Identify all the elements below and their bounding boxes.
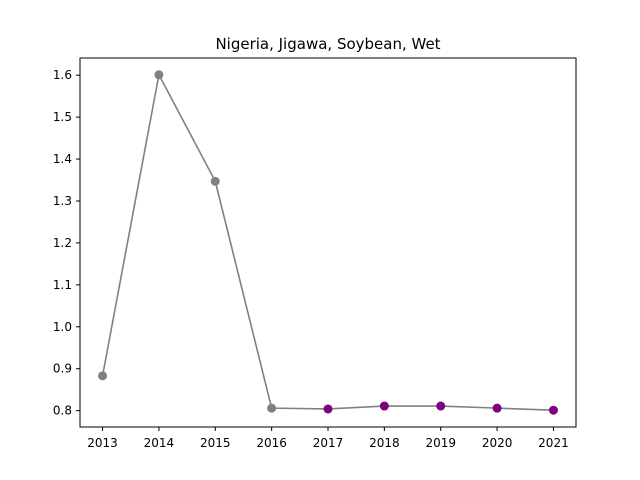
- plot-area: [79, 57, 577, 428]
- x-tick-label: 2014: [144, 436, 175, 450]
- x-tick-label: 2013: [87, 436, 118, 450]
- y-axis: 0.8 0.9 1.0 1.1 1.2 1.3 1.4 1.5 1.6: [53, 68, 80, 418]
- y-tick-label: 1.6: [53, 68, 72, 82]
- x-tick-label: 2016: [256, 436, 287, 450]
- x-tick-label: 2018: [369, 436, 400, 450]
- data-point: [492, 403, 502, 413]
- x-tick-label: 2019: [425, 436, 456, 450]
- y-tick-label: 1.1: [53, 278, 72, 292]
- y-tick-label: 1.3: [53, 194, 72, 208]
- data-point: [436, 401, 446, 411]
- data-point: [154, 70, 164, 80]
- data-point: [379, 401, 389, 411]
- x-axis: 2013 2014 2015 2016 2017 2018 2019 2020 2021: [87, 427, 569, 450]
- x-tick-label: 2020: [482, 436, 513, 450]
- series-line: [101, 72, 554, 412]
- data-point: [210, 176, 220, 186]
- y-tick-label: 0.9: [53, 362, 72, 376]
- x-tick-label: 2021: [538, 436, 569, 450]
- y-tick-label: 1.4: [53, 152, 72, 166]
- data-point: [548, 405, 558, 415]
- chart-title: Nigeria, Jigawa, Soybean, Wet: [215, 35, 440, 53]
- data-points: [98, 70, 558, 415]
- data-point: [98, 371, 108, 381]
- data-point: [323, 404, 333, 414]
- data-point: [267, 403, 277, 413]
- y-tick-label: 1.5: [53, 110, 72, 124]
- axes-frame: [79, 57, 577, 428]
- y-tick-label: 0.8: [53, 404, 72, 418]
- x-tick-label: 2015: [200, 436, 231, 450]
- y-tick-label: 1.0: [53, 320, 72, 334]
- x-tick-label: 2017: [313, 436, 344, 450]
- y-tick-label: 1.2: [53, 236, 72, 250]
